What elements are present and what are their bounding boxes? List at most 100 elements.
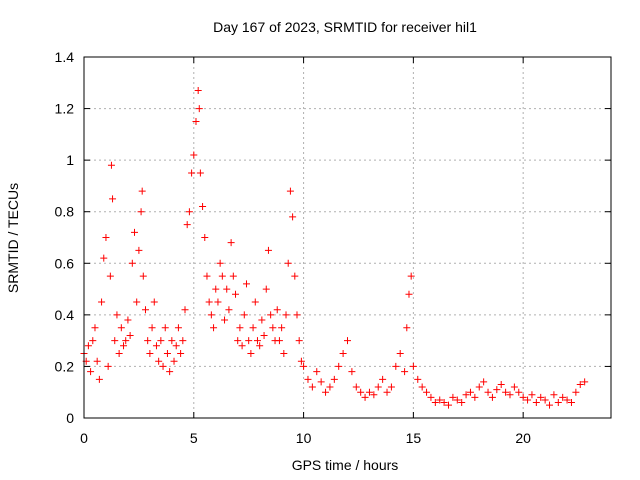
data-point xyxy=(471,393,479,401)
data-point xyxy=(357,388,365,396)
data-point xyxy=(242,280,250,288)
data-point xyxy=(238,342,246,350)
data-point xyxy=(462,391,470,399)
data-point xyxy=(284,259,292,267)
data-point xyxy=(95,375,103,383)
data-point xyxy=(181,306,189,314)
data-point xyxy=(300,362,308,370)
data-point xyxy=(221,316,229,324)
data-point xyxy=(532,399,540,407)
data-point xyxy=(102,234,110,241)
data-point xyxy=(192,117,200,125)
data-point xyxy=(148,324,156,332)
data-point xyxy=(291,272,299,280)
data-point xyxy=(273,306,281,314)
data-point xyxy=(185,208,193,216)
data-point xyxy=(282,311,290,319)
data-point xyxy=(322,388,330,396)
data-point xyxy=(423,388,431,396)
data-point xyxy=(436,396,444,404)
data-point xyxy=(484,388,492,396)
y-tick-label: 1.2 xyxy=(55,101,75,117)
axis-tick-labels: 0 0.2 0.4 0.6 0.8 1 1.2 1.4 0 5 10 15 20 xyxy=(55,49,532,446)
data-point xyxy=(493,386,501,394)
data-point xyxy=(267,311,275,319)
data-point xyxy=(166,368,174,376)
data-point xyxy=(506,391,514,399)
x-tick-label: 20 xyxy=(515,430,531,446)
data-point xyxy=(289,213,297,221)
y-axis-label: SRMTID / TECUs xyxy=(5,183,21,293)
data-point xyxy=(361,393,369,401)
data-point xyxy=(392,362,400,370)
data-point xyxy=(572,388,580,396)
data-point xyxy=(269,324,277,332)
data-point xyxy=(253,337,261,345)
data-point xyxy=(414,375,422,383)
x-tick-label: 15 xyxy=(406,430,422,446)
data-point xyxy=(236,324,244,332)
data-point xyxy=(260,331,268,339)
data-point xyxy=(196,169,204,177)
data-point xyxy=(537,393,545,401)
data-point xyxy=(115,350,123,358)
data-point xyxy=(262,285,270,293)
data-point xyxy=(313,368,321,376)
data-point xyxy=(172,342,180,350)
data-point xyxy=(179,337,187,345)
data-point xyxy=(370,391,378,399)
data-point xyxy=(567,399,575,407)
data-point xyxy=(87,368,95,376)
data-point xyxy=(216,259,224,267)
data-point xyxy=(515,388,523,396)
data-point xyxy=(109,195,117,203)
data-point xyxy=(405,290,413,298)
data-point xyxy=(190,151,198,159)
data-point xyxy=(295,337,303,345)
data-point xyxy=(541,396,549,404)
data-point xyxy=(352,383,360,391)
y-tick-label: 0.6 xyxy=(55,255,75,271)
data-point xyxy=(177,350,185,358)
data-point xyxy=(155,357,163,365)
data-point xyxy=(89,337,97,345)
data-point xyxy=(150,298,158,306)
data-point xyxy=(227,239,235,247)
data-point xyxy=(365,388,373,396)
data-point xyxy=(581,378,589,386)
data-point xyxy=(304,375,312,383)
data-point xyxy=(297,357,305,365)
y-tick-label: 1 xyxy=(66,152,74,168)
y-tick-label: 0.2 xyxy=(55,358,75,374)
data-point xyxy=(195,105,203,113)
data-point xyxy=(91,324,99,332)
data-point xyxy=(107,161,115,169)
data-point xyxy=(275,337,283,345)
data-point xyxy=(379,375,387,383)
data-point xyxy=(144,337,152,345)
data-point xyxy=(137,208,145,216)
x-tick-label: 10 xyxy=(296,430,312,446)
data-point xyxy=(117,324,125,332)
data-point xyxy=(427,393,435,401)
data-point xyxy=(240,311,248,319)
chart-title: Day 167 of 2023, SRMTID for receiver hil… xyxy=(213,19,477,35)
data-point xyxy=(264,246,272,254)
plot-frame xyxy=(83,56,612,419)
data-point xyxy=(251,298,259,306)
data-point xyxy=(524,396,532,404)
data-point xyxy=(146,350,154,358)
data-point xyxy=(453,396,461,404)
data-point xyxy=(396,350,404,358)
data-point xyxy=(174,324,182,332)
data-point xyxy=(563,396,571,404)
axis-ticks xyxy=(83,56,611,419)
data-point xyxy=(225,306,233,314)
data-point xyxy=(449,393,457,401)
data-point xyxy=(488,393,496,401)
data-point xyxy=(229,272,237,280)
data-point xyxy=(126,331,134,339)
data-point xyxy=(374,383,382,391)
data-point xyxy=(308,383,316,391)
data-point xyxy=(120,342,128,350)
